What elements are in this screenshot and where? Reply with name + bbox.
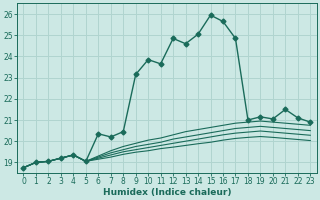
X-axis label: Humidex (Indice chaleur): Humidex (Indice chaleur) bbox=[103, 188, 231, 197]
